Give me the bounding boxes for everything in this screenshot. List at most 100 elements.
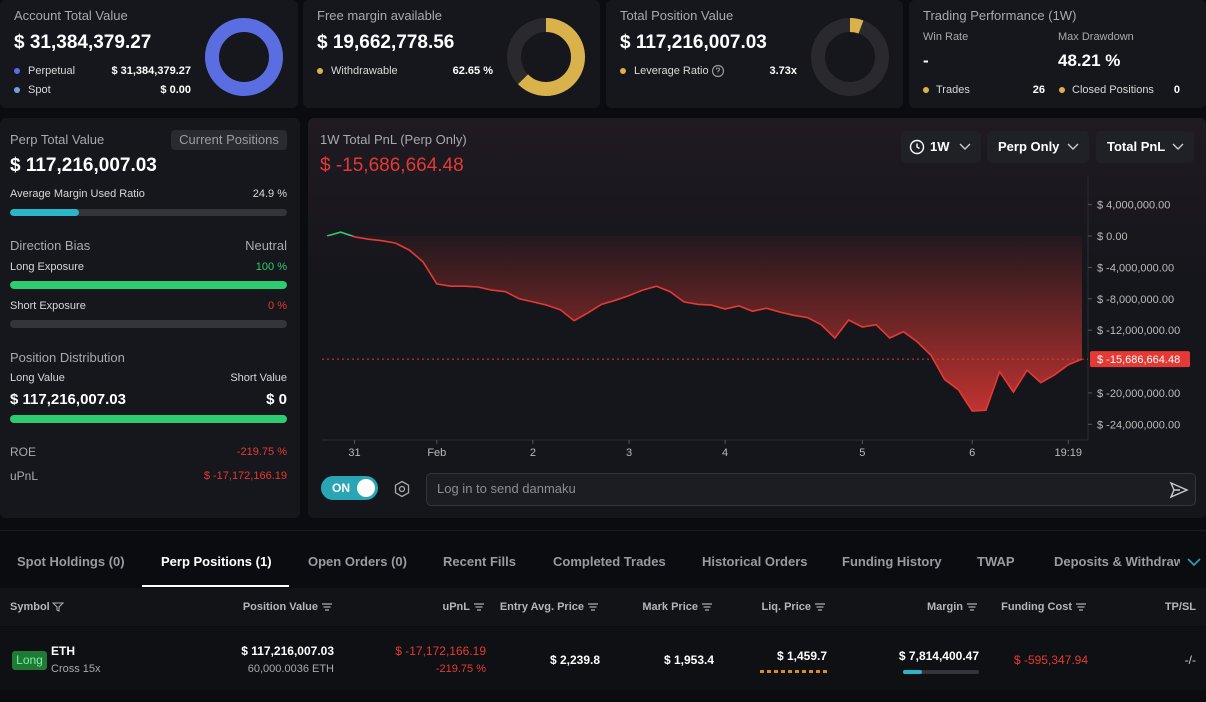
- column-header[interactable]: Symbol: [10, 601, 50, 613]
- x-tick-label: 19:19: [1055, 447, 1083, 459]
- section-title: Position Distribution: [10, 350, 125, 365]
- y-tick-label: $ -4,000,000.00: [1097, 262, 1174, 274]
- legend-dot: [620, 68, 626, 74]
- upnl-label: uPnL: [10, 469, 39, 483]
- row-value: $ 31,384,379.27: [111, 65, 191, 77]
- stat-value: 48.21 %: [1058, 51, 1121, 70]
- row-label: Leverage Ratio: [634, 65, 709, 77]
- sort-icon[interactable]: [966, 602, 978, 612]
- button-label: 1W: [930, 139, 950, 154]
- chart-title: 1W Total PnL (Perp Only): [320, 132, 467, 147]
- range-button[interactable]: 1W: [901, 131, 981, 163]
- tab[interactable]: Open Orders (0): [308, 554, 407, 569]
- entry-price: $ 2,239.8: [549, 653, 600, 667]
- tpsl: -/-: [1184, 653, 1196, 667]
- sort-icon[interactable]: [473, 602, 485, 612]
- area: [327, 232, 1082, 411]
- help-icon[interactable]: [711, 64, 725, 78]
- x-tick-label: 31: [348, 447, 360, 459]
- side-badge: Long: [12, 651, 47, 670]
- position-size: 60,000.0036 ETH: [247, 663, 334, 675]
- donut: [811, 18, 889, 96]
- toggle[interactable]: ON: [321, 476, 378, 500]
- column-header[interactable]: Position Value: [242, 601, 318, 613]
- donut-segment: [507, 18, 585, 96]
- scope-button[interactable]: Perp Only: [987, 131, 1089, 163]
- tab[interactable]: Historical Orders: [702, 554, 808, 569]
- sort-icon[interactable]: [587, 602, 599, 612]
- x-tick-label: 4: [722, 447, 728, 459]
- sort-icon[interactable]: [1075, 602, 1087, 612]
- tab[interactable]: Funding History: [842, 554, 942, 569]
- margin: $ 7,814,400.47: [898, 649, 979, 663]
- sort-icon[interactable]: [321, 602, 333, 612]
- filter-icon[interactable]: [52, 602, 64, 612]
- roe-label: ROE: [10, 445, 37, 459]
- bar-track: [10, 320, 287, 328]
- column-header[interactable]: Mark Price: [642, 601, 698, 613]
- donut: [205, 18, 283, 96]
- tab[interactable]: Deposits & Withdraw: [1054, 554, 1180, 569]
- y-tick-label: $ -12,000,000.00: [1097, 325, 1180, 337]
- card-title: Account Total Value: [14, 8, 128, 23]
- divider: [0, 530, 1206, 531]
- liq-price: $ 1,459.7: [776, 649, 827, 663]
- column-header[interactable]: Funding Cost: [1001, 601, 1072, 613]
- column-header[interactable]: uPnL: [442, 601, 471, 613]
- x-tick-label: 6: [969, 447, 975, 459]
- perp-panel: [0, 118, 300, 518]
- column-header[interactable]: TP/SL: [1164, 601, 1196, 613]
- tab[interactable]: Perp Positions (1): [161, 554, 272, 569]
- x-tick-label: Feb: [427, 447, 446, 459]
- settings-icon[interactable]: [393, 480, 411, 498]
- tabs-more[interactable]: [1187, 557, 1201, 567]
- section-title: Direction Bias: [10, 238, 91, 253]
- metric-button[interactable]: Total PnL: [1096, 131, 1194, 163]
- row-value: 3.73x: [769, 65, 797, 77]
- margin-mode: Cross 15x: [51, 663, 101, 675]
- legend-dot: [923, 87, 929, 93]
- donut-segment: [205, 18, 283, 96]
- tag[interactable]: Current Positions: [171, 130, 287, 150]
- column-header[interactable]: Liq. Price: [761, 601, 811, 613]
- bias-value: Neutral: [245, 238, 287, 253]
- upnl-value: $ -17,172,166.19: [203, 470, 287, 482]
- x-tick-label: 2: [530, 447, 536, 459]
- button-label: Perp Only: [998, 139, 1060, 154]
- exposure-value: 100 %: [255, 261, 287, 273]
- column-header[interactable]: Entry Avg. Price: [499, 601, 584, 613]
- tab[interactable]: Recent Fills: [443, 554, 516, 569]
- card-amount: $ 31,384,379.27: [14, 32, 152, 53]
- tab[interactable]: Completed Trades: [553, 554, 666, 569]
- ratio-value: 24.9 %: [252, 188, 287, 200]
- y-tick-label: $ 4,000,000.00: [1097, 200, 1170, 212]
- legend-dot: [1059, 87, 1065, 93]
- panel-title: Perp Total Value: [10, 132, 105, 147]
- count-label: Trades: [936, 84, 970, 96]
- card: [909, 0, 1206, 108]
- count-label: Closed Positions: [1072, 84, 1154, 96]
- legend-dot: [14, 68, 20, 74]
- toggle-knob: [357, 479, 375, 497]
- bar-track: [10, 281, 287, 289]
- button-label: Total PnL: [1107, 139, 1166, 154]
- liq-risk: [760, 670, 828, 673]
- tab[interactable]: Spot Holdings (0): [17, 554, 125, 569]
- table-row: [0, 627, 1206, 690]
- danmaku-input[interactable]: Log in to send danmaku: [426, 473, 1196, 506]
- column-header[interactable]: Margin: [926, 601, 963, 613]
- stat-label: Win Rate: [923, 31, 969, 43]
- ratio-label: Average Margin Used Ratio: [10, 188, 145, 200]
- x-tick-label: 5: [859, 447, 865, 459]
- bar: [10, 209, 79, 216]
- sort-icon[interactable]: [814, 602, 826, 612]
- margin-bar: [903, 670, 979, 674]
- legend-dot: [14, 87, 20, 93]
- sort-icon[interactable]: [701, 602, 713, 612]
- upnl: $ -17,172,166.19: [395, 644, 486, 658]
- tab[interactable]: TWAP: [977, 554, 1015, 569]
- exposure-label: Short Exposure: [10, 300, 86, 312]
- current-label: $ -15,686,664.48: [1097, 354, 1180, 366]
- donut: [507, 18, 585, 96]
- mark-price: $ 1,953.4: [663, 653, 714, 667]
